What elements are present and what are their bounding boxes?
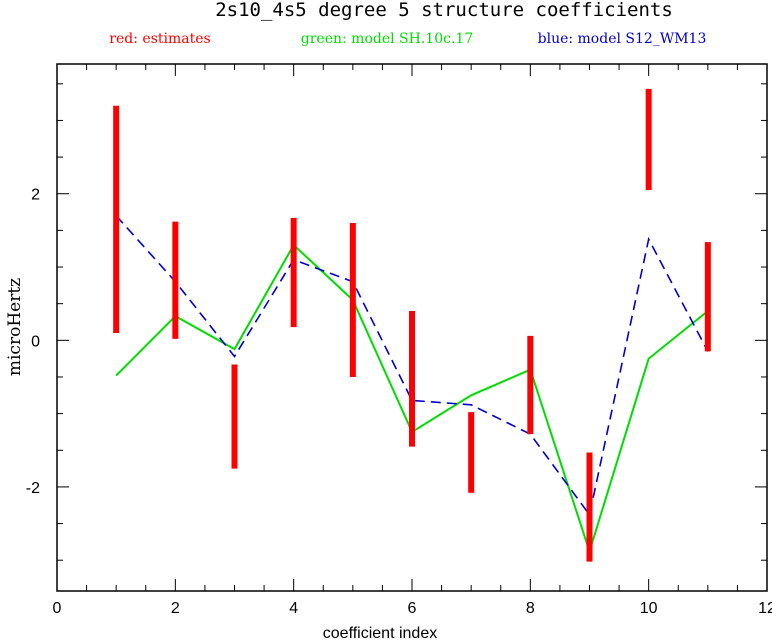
series-line-2 [115, 215, 709, 517]
chart-marks [113, 88, 711, 562]
x-tick-label: 4 [289, 600, 298, 617]
legend-sh10c17: green: model SH.10c.17 [301, 31, 473, 47]
x-axis-label: coefficient index [323, 625, 437, 641]
x-tick-label: 0 [53, 600, 62, 617]
axis-ticks [56, 64, 768, 591]
y-tick-label: 0 [31, 333, 40, 350]
legend-estimates: red: estimates [109, 31, 210, 47]
legend-s12wm13: blue: model S12_WM13 [538, 31, 707, 47]
x-tick-label: 8 [526, 600, 535, 617]
x-tick-label: 12 [758, 600, 772, 617]
chart-title: 2s10_4s5 degree 5 structure coefficients [215, 0, 673, 21]
y-tick-label: -2 [26, 480, 40, 497]
tick-labels: 0 2 4 6 8 10 12 -2 0 2 [26, 187, 772, 617]
x-tick-label: 10 [640, 600, 658, 617]
x-tick-label: 6 [408, 600, 417, 617]
y-tick-label: 2 [31, 187, 40, 204]
x-tick-label: 2 [171, 600, 180, 617]
y-axis-label: microHertz [5, 278, 25, 376]
